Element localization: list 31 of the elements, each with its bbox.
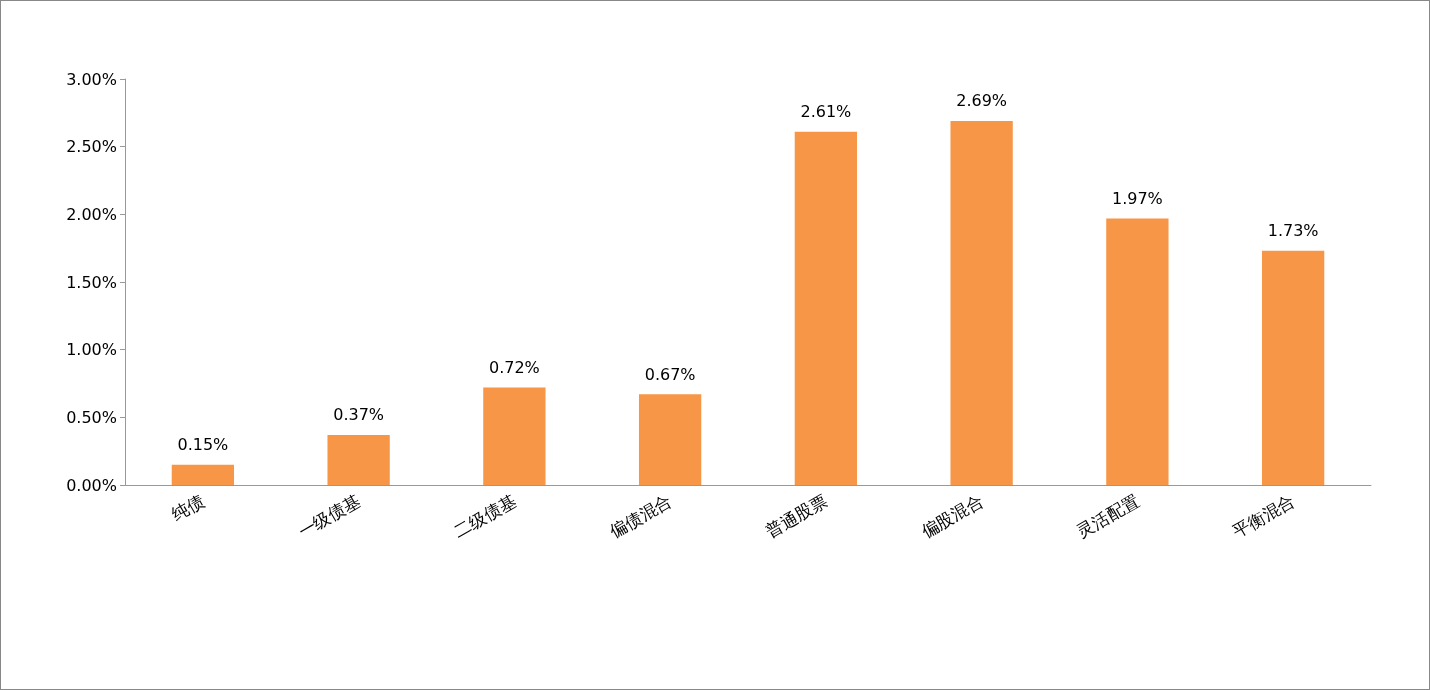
x-tick-label: 平衡混合	[1229, 490, 1299, 542]
data-label: 1.73%	[1267, 221, 1319, 241]
bar	[483, 387, 546, 485]
data-label: 2.61%	[800, 102, 852, 122]
x-tick-label: 普通股票	[761, 490, 831, 542]
data-label: 0.15%	[177, 435, 229, 455]
data-label: 0.67%	[644, 364, 696, 384]
y-tick-label: 2.00%	[66, 204, 117, 224]
y-tick-label: 3.00%	[66, 69, 117, 89]
y-tick-label: 1.00%	[66, 340, 117, 360]
x-tick-label: 纯债	[168, 490, 208, 525]
y-tick-label: 1.50%	[66, 272, 117, 292]
y-tick-label: 0.50%	[66, 407, 117, 427]
data-label: 1.97%	[1111, 188, 1163, 208]
x-tick-label: 偏债混合	[606, 490, 676, 542]
bar	[171, 464, 235, 485]
bar	[794, 131, 858, 485]
x-tick-label: 偏股混合	[917, 490, 987, 542]
y-tick-label: 0.00%	[66, 475, 117, 495]
y-tick-label: 2.50%	[66, 137, 117, 157]
data-label: 0.37%	[333, 405, 385, 425]
data-label: 0.72%	[488, 358, 540, 378]
bar	[1106, 218, 1169, 485]
x-tick-label: 一级债基	[294, 490, 364, 542]
data-label: 2.69%	[956, 91, 1008, 111]
x-tick-label: 灵活配置	[1073, 490, 1143, 542]
x-tick-label: 二级债基	[450, 490, 520, 542]
bar	[638, 394, 702, 485]
bar	[327, 434, 390, 485]
bar	[950, 120, 1013, 485]
bar	[1261, 250, 1325, 485]
